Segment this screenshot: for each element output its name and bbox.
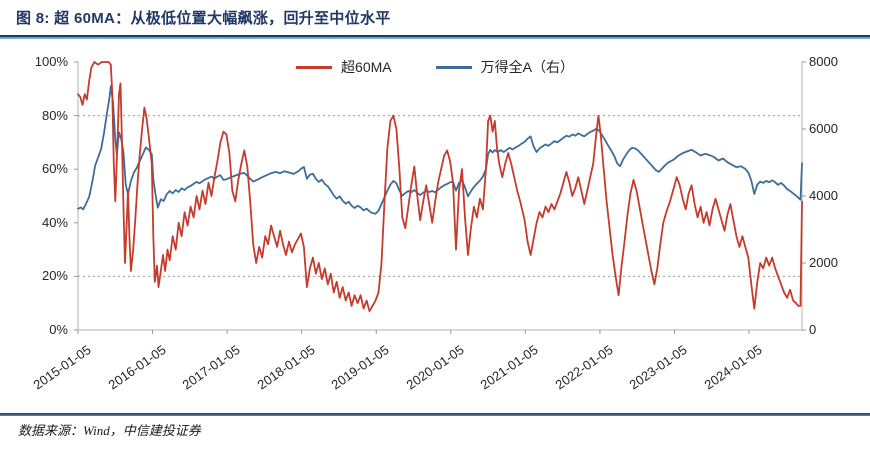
y-left-tick-label: 100%	[34, 54, 68, 69]
y-left-tick-label: 0%	[49, 322, 68, 337]
legend: 超60MA 万得全A（右）	[296, 57, 574, 77]
legend-label-above60ma: 超60MA	[341, 59, 392, 75]
series-line-above60ma	[77, 61, 803, 313]
y-right-tick-label: 4000	[809, 188, 838, 203]
legend-line-blue-icon	[435, 65, 472, 69]
y-right-tick-label: 6000	[809, 121, 838, 136]
legend-item-above60ma: 超60MA	[296, 57, 392, 77]
data-source: 数据来源：Wind，中信建投证券	[18, 423, 201, 438]
y-right-tick-label: 8000	[809, 54, 838, 69]
legend-label-wind-all-a: 万得全A（右）	[480, 59, 574, 75]
y-left-tick-label: 20%	[41, 268, 68, 284]
y-right-tick-label: 2000	[809, 255, 838, 270]
y-left-tick-label: 40%	[41, 214, 68, 230]
legend-item-wind-all-a: 万得全A（右）	[435, 57, 574, 77]
legend-line-red-icon	[296, 65, 333, 69]
title-divider	[0, 35, 870, 39]
y-right-tick-label: 0	[809, 322, 817, 337]
footer-divider	[0, 413, 870, 416]
y-left-tick-label: 80%	[41, 107, 68, 123]
y-left-tick-label: 60%	[41, 161, 68, 177]
figure-title: 图 8: 超 60MA：从极低位置大幅飙涨，回升至中位水平	[16, 10, 391, 27]
